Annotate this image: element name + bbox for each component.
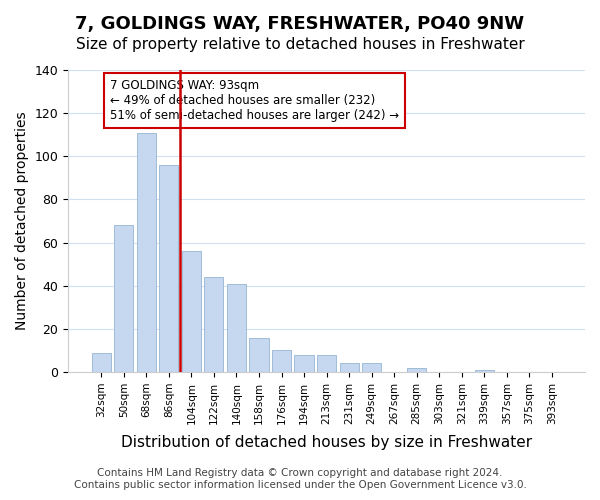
Bar: [295, 355, 314, 372]
Text: 7 GOLDINGS WAY: 93sqm
← 49% of detached houses are smaller (232)
51% of semi-det: 7 GOLDINGS WAY: 93sqm ← 49% of detached …: [110, 79, 398, 122]
Bar: [92, 352, 111, 372]
Bar: [317, 355, 336, 372]
Bar: [137, 132, 156, 372]
X-axis label: Distribution of detached houses by size in Freshwater: Distribution of detached houses by size …: [121, 435, 532, 450]
Bar: [159, 165, 178, 372]
Bar: [250, 338, 269, 372]
Bar: [362, 364, 381, 372]
Bar: [114, 226, 133, 372]
Text: Contains HM Land Registry data © Crown copyright and database right 2024.
Contai: Contains HM Land Registry data © Crown c…: [74, 468, 526, 490]
Bar: [475, 370, 494, 372]
Text: Size of property relative to detached houses in Freshwater: Size of property relative to detached ho…: [76, 38, 524, 52]
Bar: [340, 364, 359, 372]
Bar: [272, 350, 291, 372]
Bar: [205, 277, 223, 372]
Bar: [227, 284, 246, 372]
Bar: [407, 368, 426, 372]
Text: 7, GOLDINGS WAY, FRESHWATER, PO40 9NW: 7, GOLDINGS WAY, FRESHWATER, PO40 9NW: [76, 15, 524, 33]
Bar: [182, 251, 201, 372]
Y-axis label: Number of detached properties: Number of detached properties: [15, 112, 29, 330]
